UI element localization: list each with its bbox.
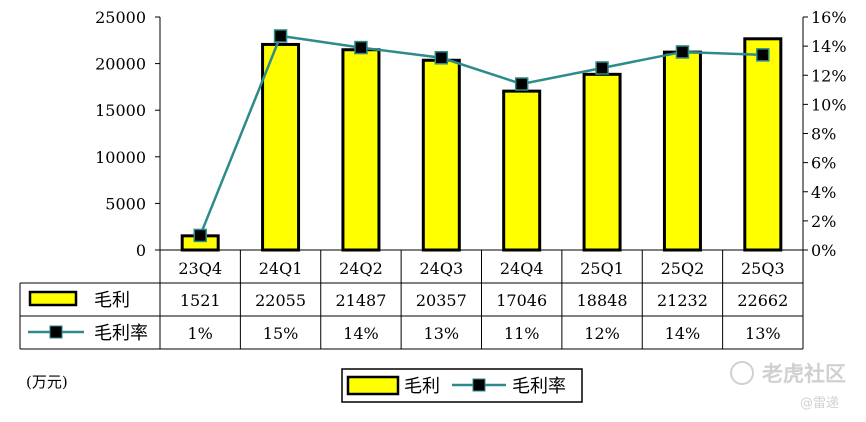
y-right-tick-label: 14% xyxy=(811,37,847,56)
legend-label: 毛利 xyxy=(404,376,440,397)
y-left-tick-label: 25000 xyxy=(95,8,146,27)
bar xyxy=(662,50,702,252)
x-tick-label: 24Q3 xyxy=(419,259,463,278)
data-label: 21232 xyxy=(657,291,708,310)
watermark-text: 老虎社区 xyxy=(762,362,846,386)
bar xyxy=(421,58,461,252)
watermark: 老虎社区 @雷递 xyxy=(730,361,846,411)
bar xyxy=(341,48,381,252)
legend-label: 毛利率 xyxy=(512,376,566,397)
rate-point xyxy=(273,29,288,43)
rate-point xyxy=(434,51,449,65)
watermark-logo-icon xyxy=(730,361,754,385)
y-right-tick-label: 6% xyxy=(811,154,836,173)
legend-swatch-bar xyxy=(346,375,400,396)
data-table: 23Q4 24Q1 24Q2 24Q3 24Q4 25Q1 25Q2 25Q3 毛利 1521 22… xyxy=(19,249,804,350)
bar xyxy=(743,37,783,252)
legend-marker xyxy=(472,378,486,392)
series-name: 毛利 xyxy=(94,290,130,311)
x-tick-label: 24Q1 xyxy=(259,259,303,278)
rate-point xyxy=(193,228,207,243)
rate-point xyxy=(756,48,770,62)
y-left-tick-label: 20000 xyxy=(95,55,146,74)
y-left-tick-label: 10000 xyxy=(95,148,146,167)
unit-label: (万元) xyxy=(26,373,68,391)
data-label: 14% xyxy=(665,324,701,343)
legend-marker xyxy=(49,325,63,339)
line-layer xyxy=(193,29,770,243)
data-label: 14% xyxy=(343,324,379,343)
x-tick-label: 24Q4 xyxy=(500,259,544,278)
y-right-tick-label: 12% xyxy=(811,66,847,85)
x-tick-label: 24Q2 xyxy=(339,259,383,278)
y-left-tick-label: 5000 xyxy=(105,194,146,213)
watermark-sub: @雷递 xyxy=(800,396,839,411)
data-label: 17046 xyxy=(496,291,547,310)
rate-point xyxy=(354,40,368,55)
data-label: 1% xyxy=(187,324,212,343)
data-label: 22055 xyxy=(255,291,306,310)
data-label: 18848 xyxy=(577,291,628,310)
bar xyxy=(261,42,301,252)
y-left-tick-label: 0 xyxy=(136,241,146,260)
y-right-tick-label: 0% xyxy=(811,241,836,260)
series-name: 毛利率 xyxy=(94,323,148,344)
x-tick-label: 25Q1 xyxy=(580,259,624,278)
data-label: 13% xyxy=(745,324,781,343)
x-tick-label: 23Q4 xyxy=(178,259,222,278)
data-label: 1521 xyxy=(180,291,221,310)
axes-layer: 0 5000 10000 15000 20000 25000 0% 2% 4% 6% 8% 10% 12… xyxy=(95,8,846,260)
data-label: 13% xyxy=(424,324,460,343)
y-right-tick-label: 16% xyxy=(811,8,847,27)
bar xyxy=(502,89,542,252)
x-tick-label: 25Q2 xyxy=(661,259,705,278)
data-label: 15% xyxy=(263,324,299,343)
x-tick-label: 25Q3 xyxy=(741,259,785,278)
y-right-tick-label: 8% xyxy=(811,125,836,144)
rate-line xyxy=(199,34,763,236)
data-label: 20357 xyxy=(416,291,467,310)
y-right-tick-label: 10% xyxy=(811,95,847,114)
rate-point xyxy=(595,61,609,75)
y-left-tick-label: 15000 xyxy=(95,101,146,120)
rate-point xyxy=(675,45,690,59)
y-right-tick-label: 2% xyxy=(811,212,836,231)
bar xyxy=(582,72,622,252)
y-right-tick-label: 4% xyxy=(811,183,836,202)
legend: 毛利 毛利率 xyxy=(341,368,583,403)
data-label: 12% xyxy=(584,324,620,343)
data-label: 11% xyxy=(504,324,540,343)
data-label: 22662 xyxy=(737,291,788,310)
rate-point xyxy=(514,77,529,91)
legend-swatch-bar xyxy=(28,290,78,307)
data-label: 21487 xyxy=(335,291,386,310)
